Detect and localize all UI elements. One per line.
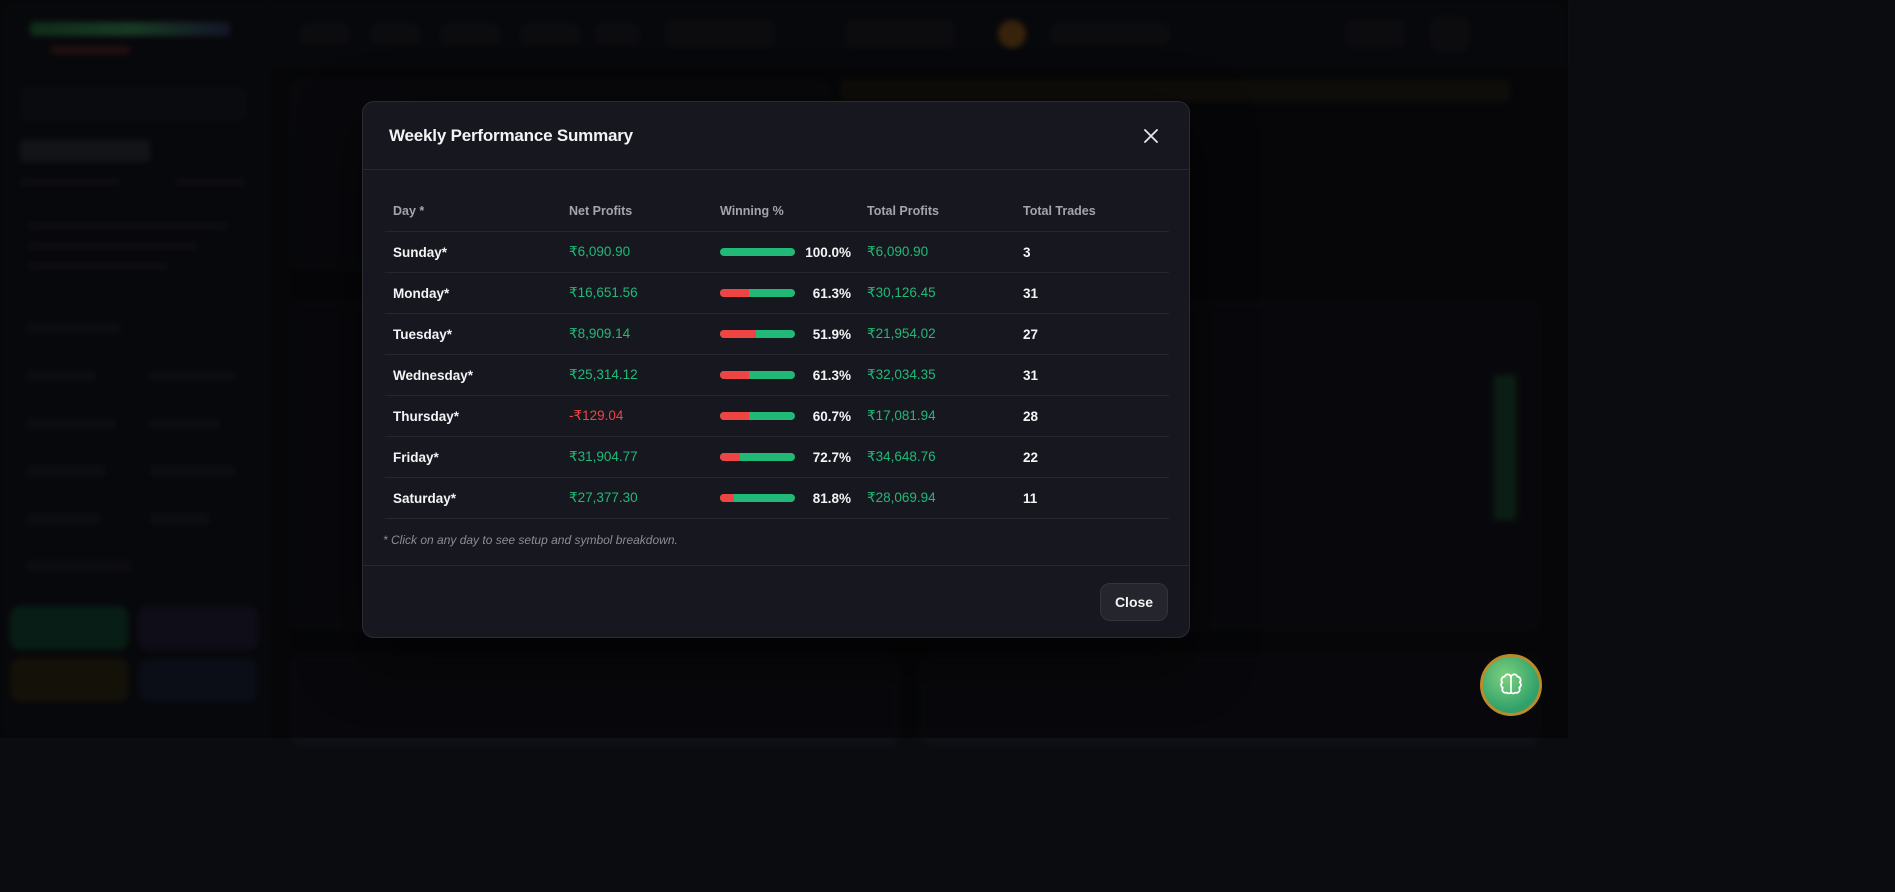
weekly-performance-modal: Weekly Performance Summary Day * Net Pro… [362, 101, 1190, 638]
net-profit-cell: ₹16,651.56 [561, 272, 712, 314]
winning-pct-cell: 100.0% [712, 231, 859, 273]
loss-portion [720, 494, 734, 502]
total-trades-cell: 22 [1015, 436, 1169, 478]
loss-portion [720, 453, 741, 461]
total-profits-cell: ₹21,954.02 [859, 313, 1015, 355]
winning-pct-value: 61.3% [812, 367, 851, 383]
total-trades-cell: 31 [1015, 272, 1169, 314]
total-trades-cell: 3 [1015, 231, 1169, 273]
total-profits-cell: ₹30,126.45 [859, 272, 1015, 314]
bg-chart-bar [1494, 375, 1516, 520]
win-loss-bar [720, 248, 795, 256]
bg-yellow-button [10, 658, 128, 702]
total-trades-cell: 11 [1015, 477, 1169, 519]
win-loss-bar [720, 289, 795, 297]
loss-portion [720, 412, 750, 420]
winning-pct-cell: 61.3% [712, 354, 859, 396]
winning-pct-cell: 81.8% [712, 477, 859, 519]
net-profit-cell: -₹129.04 [561, 395, 712, 437]
winning-pct-value: 51.9% [812, 326, 851, 342]
day-cell[interactable]: Friday* [385, 436, 561, 478]
table-row[interactable]: Sunday* ₹6,090.90 100.0% ₹6,090.90 3 [385, 231, 1169, 273]
table-row[interactable]: Wednesday* ₹25,314.12 61.3% ₹32,034.35 3… [385, 354, 1169, 396]
win-loss-bar [720, 412, 795, 420]
logo-subtitle [50, 46, 130, 54]
bg-blue-button [138, 658, 258, 702]
day-cell[interactable]: Sunday* [385, 231, 561, 273]
winning-pct-value: 60.7% [812, 408, 851, 424]
bg-green-button [10, 606, 128, 650]
table-row[interactable]: Friday* ₹31,904.77 72.7% ₹34,648.76 22 [385, 436, 1169, 478]
table-note: * Click on any day to see setup and symb… [383, 533, 678, 547]
sidebar [0, 0, 270, 738]
column-header-total-trades: Total Trades [1015, 192, 1169, 232]
total-profits-cell: ₹6,090.90 [859, 231, 1015, 273]
day-cell[interactable]: Wednesday* [385, 354, 561, 396]
total-trades-cell: 31 [1015, 354, 1169, 396]
winning-pct-value: 81.8% [812, 490, 851, 506]
modal-body: Day * Net Profits Winning % Total Profit… [363, 170, 1189, 547]
winning-pct-value: 72.7% [812, 449, 851, 465]
modal-title: Weekly Performance Summary [389, 125, 633, 145]
table-header-row: Day * Net Profits Winning % Total Profit… [385, 192, 1169, 232]
balance [20, 140, 150, 162]
column-header-total-profits: Total Profits [859, 192, 1015, 232]
bg-orange-badge [998, 20, 1026, 48]
topbar [270, 0, 1568, 68]
winning-pct-value: 100.0% [805, 244, 851, 260]
total-profits-cell: ₹28,069.94 [859, 477, 1015, 519]
loss-portion [720, 371, 750, 379]
winning-pct-cell: 51.9% [712, 313, 859, 355]
logo [30, 22, 230, 36]
winning-pct-cell: 61.3% [712, 272, 859, 314]
winning-pct-cell: 72.7% [712, 436, 859, 478]
modal-header: Weekly Performance Summary [363, 102, 1189, 170]
total-profits-cell: ₹17,081.94 [859, 395, 1015, 437]
modal-footer: Close [363, 565, 1189, 637]
win-loss-bar [720, 371, 795, 379]
table-row[interactable]: Tuesday* ₹8,909.14 51.9% ₹21,954.02 27 [385, 313, 1169, 355]
table-row[interactable]: Monday* ₹16,651.56 61.3% ₹30,126.45 31 [385, 272, 1169, 314]
total-trades-cell: 27 [1015, 313, 1169, 355]
bg-banner [840, 80, 1510, 102]
net-profit-cell: ₹27,377.30 [561, 477, 712, 519]
brain-icon [1500, 673, 1522, 695]
column-header-winning-pct: Winning % [712, 192, 859, 232]
net-profit-cell: ₹25,314.12 [561, 354, 712, 396]
day-cell[interactable]: Monday* [385, 272, 561, 314]
total-profits-cell: ₹32,034.35 [859, 354, 1015, 396]
account-select [20, 86, 248, 122]
column-header-net-profits: Net Profits [561, 192, 712, 232]
table-row[interactable]: Thursday* -₹129.04 60.7% ₹17,081.94 28 [385, 395, 1169, 437]
assistant-button[interactable] [1480, 654, 1542, 716]
winning-pct-cell: 60.7% [712, 395, 859, 437]
weekly-performance-table: Day * Net Profits Winning % Total Profit… [385, 192, 1169, 519]
net-profit-cell: ₹6,090.90 [561, 231, 712, 273]
loss-portion [720, 330, 757, 338]
win-loss-bar [720, 330, 795, 338]
close-icon[interactable] [1139, 124, 1163, 148]
winning-pct-value: 61.3% [812, 285, 851, 301]
table-row[interactable]: Saturday* ₹27,377.30 81.8% ₹28,069.94 11 [385, 477, 1169, 519]
net-profit-cell: ₹8,909.14 [561, 313, 712, 355]
loss-portion [720, 289, 750, 297]
day-cell[interactable]: Tuesday* [385, 313, 561, 355]
win-loss-bar [720, 453, 795, 461]
day-cell[interactable]: Thursday* [385, 395, 561, 437]
close-button[interactable]: Close [1100, 582, 1168, 621]
total-profits-cell: ₹34,648.76 [859, 436, 1015, 478]
day-cell[interactable]: Saturday* [385, 477, 561, 519]
net-profit-cell: ₹31,904.77 [561, 436, 712, 478]
total-trades-cell: 28 [1015, 395, 1169, 437]
column-header-day: Day * [385, 192, 561, 232]
bg-purple-button [138, 606, 258, 650]
win-loss-bar [720, 494, 795, 502]
